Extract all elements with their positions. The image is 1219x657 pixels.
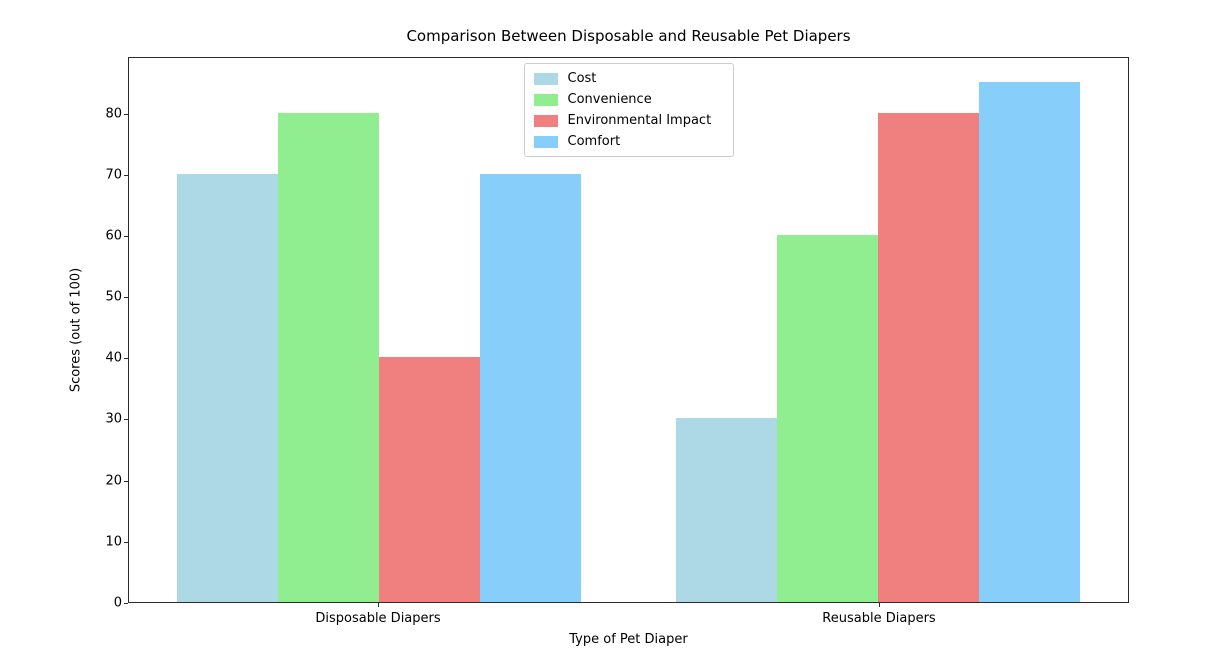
legend-label-environmental-impact: Environmental Impact — [567, 113, 712, 128]
y-axis-label: Scores (out of 100) — [68, 267, 84, 393]
y-tick-mark-80 — [124, 114, 128, 115]
legend-label-cost: Cost — [567, 71, 597, 86]
y-tick-mark-70 — [124, 175, 128, 176]
legend-swatch-convenience — [533, 93, 558, 106]
bar-group-reusable-diapers — [676, 82, 1081, 602]
x-tick-label-disposable-diapers: Disposable Diapers — [315, 611, 441, 626]
legend-item-comfort: Comfort — [533, 134, 723, 149]
legend-label-convenience: Convenience — [567, 92, 652, 107]
legend-item-cost: Cost — [533, 71, 723, 86]
bar-convenience-disposable-diapers — [277, 113, 379, 602]
legend-swatch-cost — [533, 72, 558, 85]
bar-comfort-reusable-diapers — [979, 82, 1081, 602]
chart-title: Comparison Between Disposable and Reusab… — [406, 27, 851, 45]
y-tick-label-0: 0 — [113, 595, 122, 611]
y-tick-label-40: 40 — [105, 350, 122, 366]
plot-area: Cost Convenience Environmental Impact Comfo… — [128, 57, 1129, 603]
y-tick-label-20: 20 — [105, 473, 122, 489]
y-tick-mark-60 — [124, 236, 128, 237]
x-axis-label: Type of Pet Diaper — [569, 632, 688, 647]
y-tick-label-70: 70 — [105, 167, 122, 183]
bar-cost-disposable-diapers — [176, 174, 278, 602]
y-tick-mark-50 — [124, 297, 128, 298]
x-tick-mark-disposable-diapers — [378, 603, 379, 607]
bar-comfort-disposable-diapers — [479, 174, 581, 602]
bar-environmental-impact-disposable-diapers — [378, 357, 480, 602]
y-tick-label-50: 50 — [105, 289, 122, 305]
legend-swatch-environmental-impact — [533, 114, 558, 127]
y-tick-mark-10 — [124, 542, 128, 543]
y-tick-mark-30 — [124, 419, 128, 420]
y-tick-label-60: 60 — [105, 228, 122, 244]
y-tick-mark-0 — [124, 603, 128, 604]
y-tick-mark-20 — [124, 481, 128, 482]
y-tick-label-10: 10 — [105, 534, 122, 550]
y-tick-label-30: 30 — [105, 411, 122, 427]
legend-item-convenience: Convenience — [533, 92, 723, 107]
x-tick-mark-reusable-diapers — [879, 603, 880, 607]
legend: Cost Convenience Environmental Impact Comfo… — [523, 63, 734, 157]
x-tick-label-reusable-diapers: Reusable Diapers — [822, 611, 936, 626]
bar-cost-reusable-diapers — [676, 418, 778, 602]
bar-group-disposable-diapers — [176, 113, 581, 602]
y-tick-mark-40 — [124, 358, 128, 359]
bar-convenience-reusable-diapers — [777, 235, 879, 602]
legend-item-environmental-impact: Environmental Impact — [533, 113, 723, 128]
legend-label-comfort: Comfort — [567, 134, 621, 149]
legend-swatch-comfort — [533, 135, 558, 148]
y-tick-label-80: 80 — [105, 106, 122, 122]
bar-environmental-impact-reusable-diapers — [878, 113, 980, 602]
